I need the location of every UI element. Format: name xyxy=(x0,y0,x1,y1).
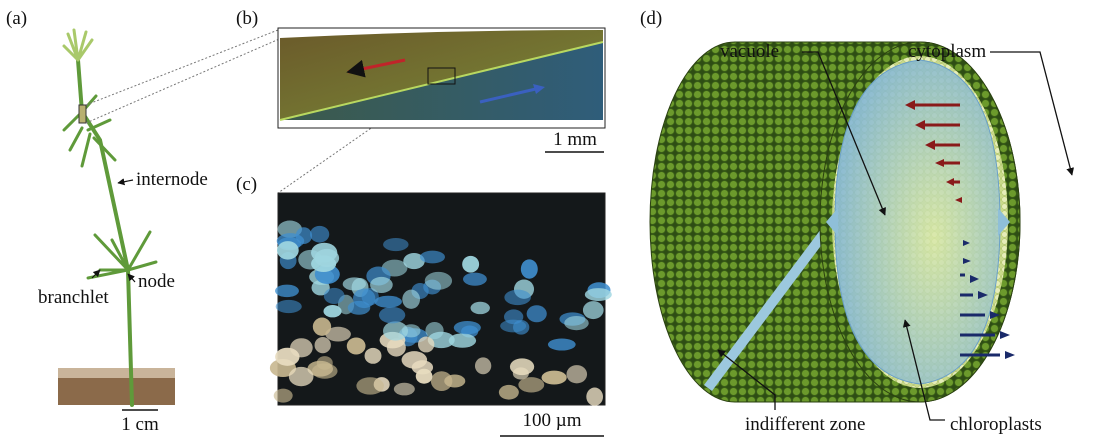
panel-label: (c) xyxy=(236,174,257,195)
figure: (a) internode branchlet node 1 cm (b) 1 … xyxy=(0,0,1097,441)
chloroplast xyxy=(462,256,479,273)
annotation: indifferent zone xyxy=(745,414,865,435)
chloroplast xyxy=(312,363,338,378)
chloroplast xyxy=(324,288,345,304)
chloroplast xyxy=(379,307,405,324)
chloroplast xyxy=(510,358,534,375)
chloroplast xyxy=(566,365,587,383)
chloroplast xyxy=(425,272,452,290)
chloroplast xyxy=(527,305,547,322)
chloroplast xyxy=(518,377,544,392)
annotation: internode xyxy=(136,169,208,190)
chloroplast xyxy=(370,277,393,293)
chloroplast xyxy=(564,316,588,330)
chloroplast xyxy=(315,249,340,267)
annotation: chloroplasts xyxy=(950,414,1042,435)
chloroplast xyxy=(402,351,428,369)
chloroplast xyxy=(583,301,604,319)
chloroplast xyxy=(374,296,402,308)
chloroplast xyxy=(548,339,576,351)
chloroplast xyxy=(289,367,314,386)
chloroplast xyxy=(277,241,299,260)
plant xyxy=(58,30,175,405)
annotation: node xyxy=(138,271,175,292)
chloroplast xyxy=(420,251,445,264)
micrograph-b xyxy=(278,28,605,128)
scale-label: 100 µm xyxy=(523,410,582,431)
chloroplast xyxy=(315,337,331,353)
chloroplast xyxy=(463,273,487,286)
chloroplast xyxy=(449,333,476,347)
chloroplast xyxy=(274,389,293,403)
chloroplast xyxy=(348,301,371,315)
chloroplast xyxy=(416,369,433,384)
chloroplast xyxy=(585,288,612,301)
chloroplast xyxy=(471,302,490,314)
chloroplast xyxy=(347,337,366,354)
annotation: branchlet xyxy=(38,287,109,308)
annotation: vacuole xyxy=(720,41,779,62)
chloroplast xyxy=(276,300,302,313)
chloroplast xyxy=(402,324,421,337)
chloroplast xyxy=(343,277,366,290)
chloroplast xyxy=(402,290,420,309)
chloroplast xyxy=(504,290,531,305)
chloroplast xyxy=(394,383,415,396)
panel-label: (b) xyxy=(236,8,258,29)
chloroplast xyxy=(356,377,384,394)
chloroplast xyxy=(275,348,299,366)
cell-diagram xyxy=(650,42,1020,402)
panel-label: (d) xyxy=(640,8,662,29)
scale-label: 1 mm xyxy=(553,129,597,150)
chloroplast xyxy=(542,371,567,385)
annotation: cytoplasm xyxy=(908,41,986,62)
chloroplast xyxy=(418,336,434,352)
chloroplast xyxy=(365,348,382,364)
chloroplast xyxy=(425,322,443,339)
chloroplast xyxy=(500,320,526,333)
scale-label: 1 cm xyxy=(121,414,159,435)
chloroplast xyxy=(431,371,453,391)
chloroplast xyxy=(310,226,329,243)
chloroplast xyxy=(475,357,491,374)
chloroplast xyxy=(275,285,299,298)
chloroplast xyxy=(499,385,519,400)
chloroplast xyxy=(521,259,538,278)
chloroplast xyxy=(313,318,331,336)
panel-label: (a) xyxy=(6,8,27,29)
chloroplast xyxy=(586,388,603,406)
chloroplast xyxy=(454,321,481,334)
chloroplast xyxy=(383,238,408,251)
